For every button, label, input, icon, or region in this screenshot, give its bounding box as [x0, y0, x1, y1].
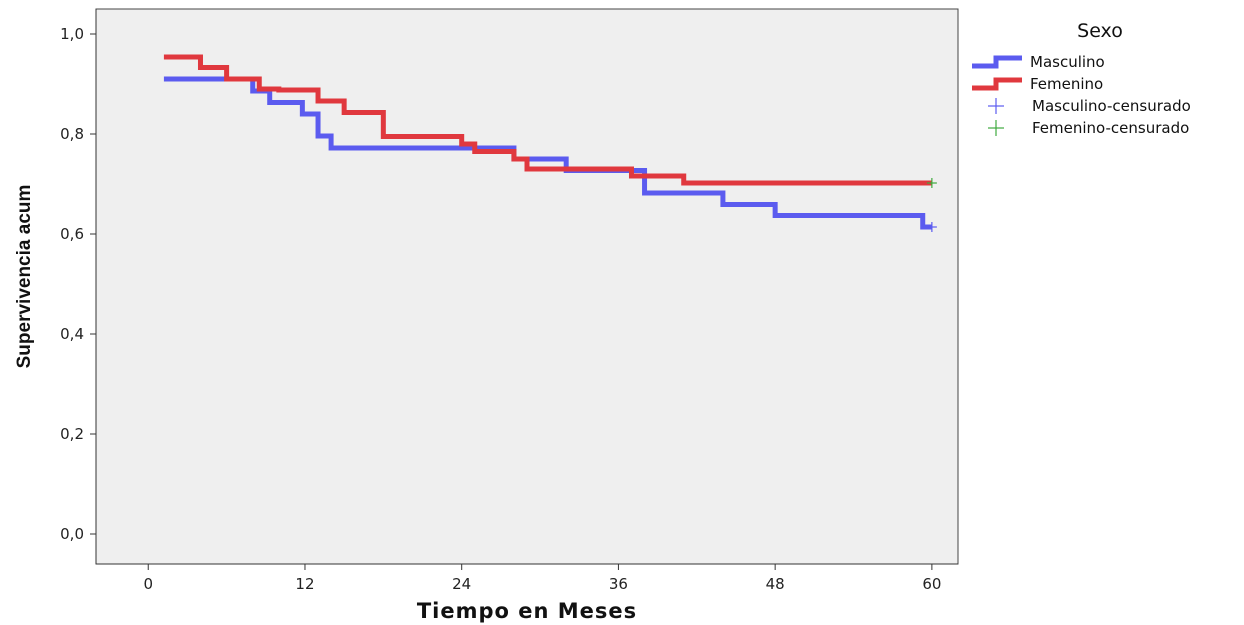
y-tick-label: 0,8	[60, 125, 84, 143]
censor-layer	[926, 178, 937, 232]
y-axis-title: Supervivencia acum	[14, 185, 35, 369]
legend-label: Masculino-censurado	[1032, 97, 1191, 115]
x-tick-label: 48	[766, 575, 785, 593]
y-tick-label: 1,0	[60, 25, 84, 43]
legend-title: Sexo	[1077, 20, 1123, 42]
legend-item: Masculino	[972, 53, 1105, 71]
y-ticks: 0,0 0,2 0,4 0,6 0,8 1,0	[60, 25, 96, 543]
legend-item: Femenino-censurado	[988, 119, 1189, 137]
axes	[95, 9, 958, 565]
y-tick-label: 0,4	[60, 325, 84, 343]
y-tick-label: 0,2	[60, 425, 84, 443]
y-tick-label: 0,0	[60, 525, 84, 543]
y-tick-label: 0,6	[60, 225, 84, 243]
x-tick-label: 0	[143, 575, 153, 593]
censor-mark-masculino	[926, 222, 937, 232]
legend-line-swatch	[972, 55, 1022, 69]
series-layer	[163, 54, 932, 230]
legend-cross-swatch	[988, 98, 1004, 114]
series-line-femenino	[163, 54, 932, 186]
x-axis-title: Tiempo en Meses	[417, 599, 637, 623]
legend: Sexo Masculino Femenino Masculino-censurad…	[972, 20, 1191, 137]
legend-label: Femenino-censurado	[1032, 119, 1189, 137]
plot-area	[95, 8, 959, 565]
x-tick-label: 36	[609, 575, 628, 593]
x-tick-label: 12	[295, 575, 314, 593]
x-tick-label: 24	[452, 575, 471, 593]
censor-mark-femenino	[926, 178, 937, 188]
legend-label: Femenino	[1030, 75, 1103, 93]
legend-item: Femenino	[972, 75, 1103, 93]
x-ticks: 0 12 24 36 48 60	[143, 564, 941, 593]
legend-line-swatch	[972, 77, 1022, 91]
legend-cross-swatch	[988, 120, 1004, 136]
legend-item: Masculino-censurado	[988, 97, 1191, 115]
legend-label: Masculino	[1030, 53, 1105, 71]
x-tick-label: 60	[922, 575, 941, 593]
